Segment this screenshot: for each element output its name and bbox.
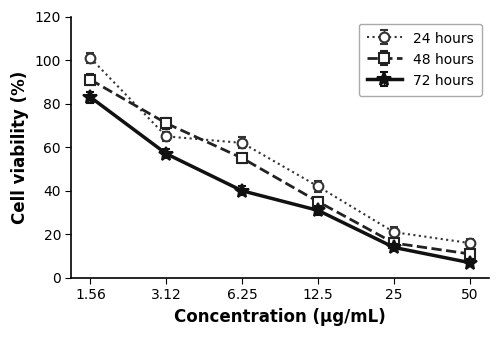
Y-axis label: Cell viability (%): Cell viability (%) [11,71,29,224]
X-axis label: Concentration (μg/mL): Concentration (μg/mL) [174,308,386,326]
Legend: 24 hours, 48 hours, 72 hours: 24 hours, 48 hours, 72 hours [358,24,482,96]
